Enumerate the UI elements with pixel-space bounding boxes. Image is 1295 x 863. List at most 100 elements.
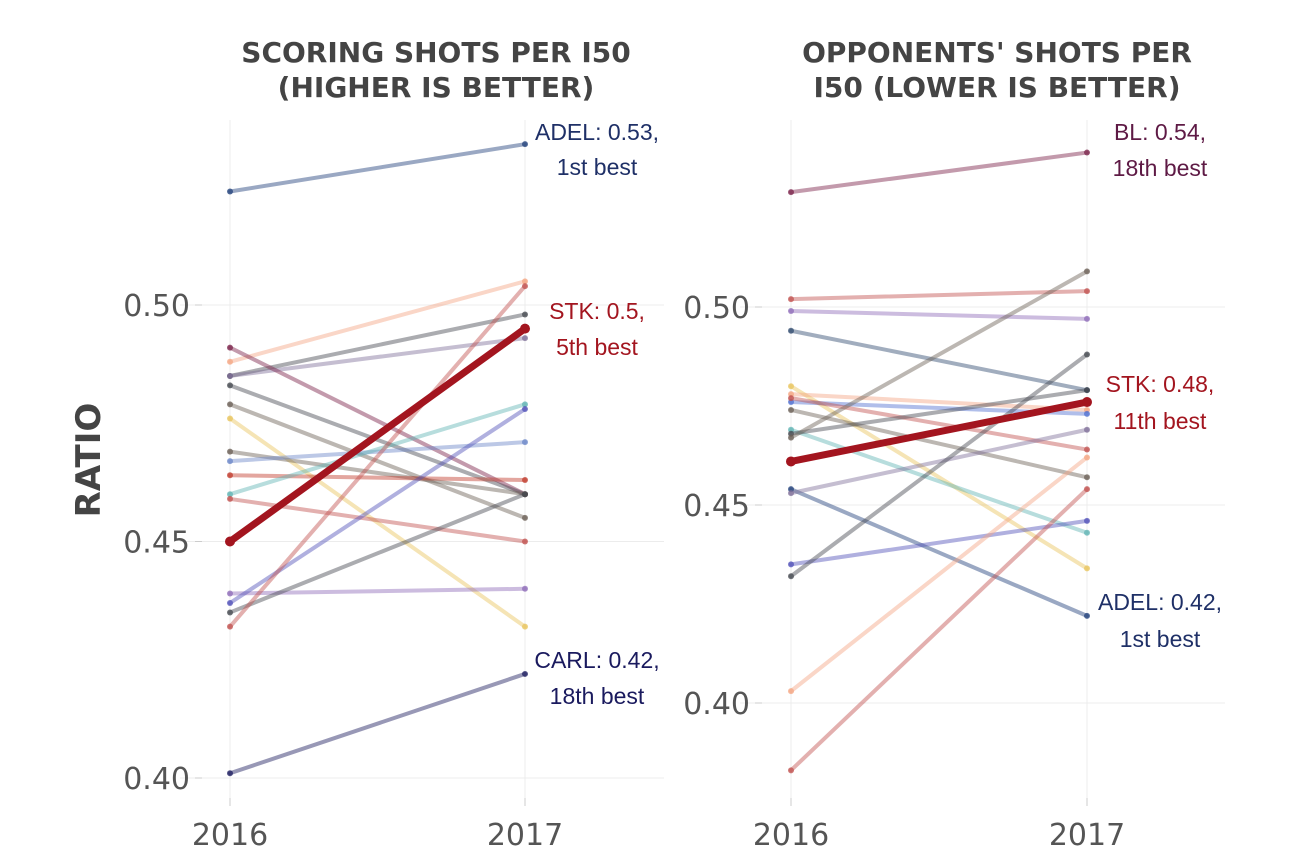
- series-line-adel: [789, 487, 1089, 618]
- series-line: [789, 487, 1089, 773]
- series-line: [789, 388, 1089, 436]
- data-point: [1084, 387, 1090, 394]
- series-line: [789, 427, 1089, 535]
- data-point: [227, 609, 233, 616]
- data-point: [227, 401, 233, 408]
- data-point: [227, 472, 233, 479]
- series-line-stk: [226, 325, 529, 545]
- series-line-bl: [789, 150, 1089, 195]
- data-point: [522, 278, 528, 285]
- data-point: [522, 406, 528, 413]
- data-point: [1084, 446, 1090, 453]
- series-line: [228, 402, 527, 497]
- data-point: [1084, 410, 1090, 417]
- data-point: [522, 401, 528, 408]
- series-line: [228, 312, 527, 378]
- data-point: [225, 536, 235, 547]
- series-line: [228, 284, 527, 629]
- series-line: [228, 586, 527, 596]
- data-point: [788, 307, 794, 314]
- annotation-label: ADEL: 0.53,: [535, 119, 659, 145]
- data-point: [788, 383, 794, 390]
- data-point: [786, 456, 796, 467]
- data-point: [522, 283, 528, 290]
- data-point: [227, 382, 233, 389]
- data-point: [1084, 486, 1090, 493]
- series-line: [789, 384, 1089, 571]
- data-point: [522, 439, 528, 446]
- chart-panel-1: SCORING SHOTS PER I50(HIGHER IS BETTER) 0…: [123, 36, 664, 853]
- y-tick-label: 0.45: [683, 489, 750, 524]
- data-point: [1084, 426, 1090, 433]
- data-point: [522, 477, 528, 484]
- series-line: [789, 269, 1089, 440]
- series-line: [789, 455, 1089, 694]
- data-point: [227, 590, 233, 597]
- annotation-label: 11th best: [1114, 408, 1208, 434]
- annotation-label: STK: 0.48,: [1106, 371, 1215, 397]
- data-point: [1084, 529, 1090, 536]
- data-point: [1084, 268, 1090, 275]
- data-point: [788, 189, 794, 196]
- series-line: [789, 407, 1089, 480]
- data-point: [1084, 454, 1090, 461]
- series-line: [228, 473, 527, 483]
- annotation-label: ADEL: 0.42,: [1098, 589, 1222, 615]
- x-tick-label: 2016: [192, 818, 268, 853]
- series-line: [789, 352, 1089, 579]
- y-tick-label: 0.40: [123, 762, 190, 797]
- series-line: [789, 396, 1089, 452]
- data-point: [227, 188, 233, 195]
- series-line: [228, 407, 527, 605]
- data-point: [1084, 612, 1090, 619]
- data-point: [227, 599, 233, 606]
- data-point: [1084, 474, 1090, 481]
- annotation-label: CARL: 0.42,: [534, 647, 659, 673]
- data-point: [788, 327, 794, 334]
- series-line: [789, 308, 1089, 321]
- x-tick-label: 2016: [753, 818, 829, 853]
- data-point: [522, 623, 528, 630]
- y-tick-label: 0.45: [123, 526, 190, 561]
- annotation-label: 18th best: [1113, 155, 1208, 181]
- annotation-label: 1st best: [557, 154, 638, 180]
- data-point: [1084, 565, 1090, 572]
- data-point: [522, 141, 528, 148]
- chart-title-line-2: I50 (LOWER IS BETTER): [813, 71, 1180, 104]
- data-point: [227, 458, 233, 465]
- data-point: [522, 335, 528, 342]
- data-point: [788, 490, 794, 497]
- data-point: [522, 585, 528, 592]
- data-point: [788, 767, 794, 774]
- data-point: [522, 311, 528, 318]
- data-point: [227, 448, 233, 455]
- data-point: [788, 561, 794, 568]
- series-line: [228, 279, 527, 364]
- series-line: [789, 427, 1089, 496]
- annotation-label: STK: 0.5,: [549, 298, 645, 324]
- series-line: [228, 383, 527, 497]
- data-point: [788, 395, 794, 402]
- data-point: [788, 573, 794, 580]
- y-tick-label: 0.50: [123, 289, 190, 324]
- series-line-carl: [228, 671, 527, 776]
- data-point: [227, 358, 233, 365]
- series-line: [228, 402, 527, 520]
- data-point: [227, 491, 233, 498]
- annotation-label: 1st best: [1120, 626, 1201, 652]
- series-line: [228, 449, 527, 497]
- y-tick-label: 0.50: [683, 291, 750, 326]
- series-line: [228, 492, 527, 615]
- series-line: [789, 392, 1089, 412]
- series-line-adel: [228, 142, 527, 194]
- data-point: [1084, 149, 1090, 156]
- data-point: [1082, 397, 1092, 408]
- y-axis-label: RATIO: [69, 403, 109, 518]
- series-line: [228, 336, 527, 378]
- series-line: [789, 328, 1089, 393]
- annotation-label: BL: 0.54,: [1114, 119, 1206, 145]
- data-point: [1084, 288, 1090, 295]
- annotation-label: 18th best: [550, 683, 645, 709]
- series-line: [228, 440, 527, 464]
